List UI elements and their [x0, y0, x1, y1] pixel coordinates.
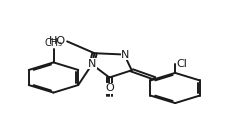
Text: Cl: Cl	[176, 59, 186, 69]
Text: N: N	[88, 59, 96, 69]
Text: CH₃: CH₃	[44, 38, 62, 48]
Text: O: O	[104, 83, 113, 93]
Text: N: N	[121, 50, 129, 59]
Text: HO: HO	[48, 36, 66, 46]
